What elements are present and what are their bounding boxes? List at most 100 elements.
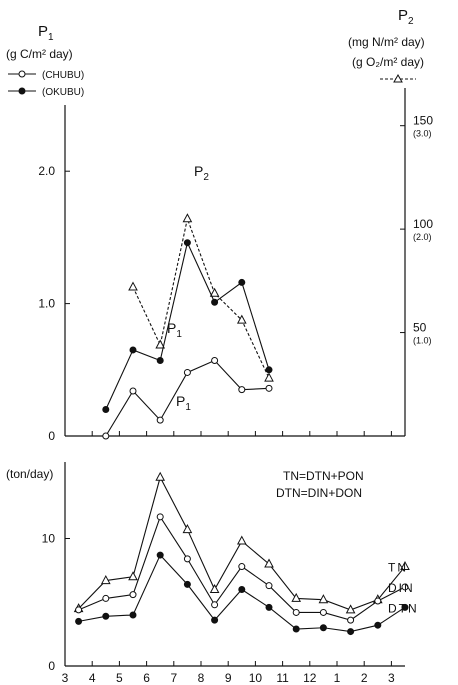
bottom-x-tick-label: 2 bbox=[361, 671, 368, 685]
bottom-x-tick-label: 11 bbox=[276, 671, 289, 685]
data-point bbox=[374, 621, 382, 629]
top-right-tick-label: 150 bbox=[413, 114, 433, 128]
data-point bbox=[265, 582, 273, 590]
series-line bbox=[132, 216, 270, 379]
series-tn: TN bbox=[73, 471, 410, 614]
data-point bbox=[156, 357, 164, 365]
data-point bbox=[211, 298, 219, 306]
data-point bbox=[102, 612, 110, 620]
top-panel-series: P2 P1 P1 bbox=[102, 163, 274, 440]
data-point bbox=[183, 580, 191, 588]
data-point bbox=[264, 558, 274, 568]
series-dtn: DTN bbox=[75, 551, 419, 636]
legend-item-chubu: (CHUBU) bbox=[8, 70, 84, 81]
data-point bbox=[374, 597, 382, 605]
data-point bbox=[211, 357, 219, 365]
data-point bbox=[209, 583, 220, 593]
data-point bbox=[238, 586, 246, 593]
data-point bbox=[238, 386, 246, 394]
top-left-tick-label: 1.0 bbox=[38, 297, 55, 311]
top-left-tick-label: 2.0 bbox=[38, 164, 55, 178]
data-point bbox=[238, 563, 246, 571]
data-point bbox=[129, 387, 137, 395]
data-point bbox=[129, 611, 137, 619]
series-label: P1 bbox=[167, 320, 182, 340]
data-point bbox=[155, 339, 166, 349]
data-point bbox=[209, 287, 220, 297]
data-point bbox=[292, 625, 300, 633]
bottom-x-tick-label: 7 bbox=[170, 671, 177, 685]
data-point bbox=[318, 594, 329, 604]
data-point bbox=[75, 617, 83, 625]
data-point bbox=[156, 416, 164, 424]
bottom-panel-series: TN DIN DTN bbox=[73, 471, 419, 636]
data-point bbox=[75, 606, 83, 614]
bottom-x-tick-label: 5 bbox=[116, 671, 123, 685]
series-label: P2 bbox=[194, 163, 209, 183]
series-p-: P2 bbox=[128, 163, 274, 382]
bottom-y-tick-label: 0 bbox=[48, 659, 55, 673]
right-axis-legend-marker bbox=[380, 73, 416, 83]
top-right-tick-sublabel: (2.0) bbox=[413, 232, 432, 242]
data-point bbox=[319, 624, 327, 632]
bottom-x-tick-label: 3 bbox=[62, 671, 69, 685]
data-point bbox=[156, 513, 164, 521]
bottom-x-tick-label: 4 bbox=[89, 671, 96, 685]
data-point bbox=[102, 406, 110, 414]
bottom-x-tick-label: 9 bbox=[225, 671, 232, 685]
bottom-x-tick-label: 8 bbox=[198, 671, 205, 685]
data-point bbox=[265, 603, 273, 611]
bottom-ylabel: (ton/day) bbox=[6, 467, 53, 481]
data-point bbox=[102, 432, 110, 440]
top-right-tick-sublabel: (1.0) bbox=[413, 336, 432, 346]
top-right-tick-label: 50 bbox=[413, 321, 427, 335]
right-axis-symbol: P2 bbox=[398, 7, 414, 27]
bottom-x-tick-label: 6 bbox=[143, 671, 150, 685]
data-point bbox=[129, 346, 137, 354]
data-point bbox=[345, 604, 356, 614]
series-label: DIN bbox=[388, 581, 415, 595]
series-label: TN bbox=[388, 561, 408, 575]
bottom-x-tick-label: 3 bbox=[388, 671, 395, 685]
right-axis-unit-2: (g O₂/m² day) bbox=[352, 55, 424, 69]
data-point bbox=[182, 524, 193, 534]
data-point bbox=[129, 591, 137, 599]
left-axis-unit: (g C/m² day) bbox=[6, 47, 73, 61]
series-label: P1 bbox=[176, 393, 191, 413]
top-right-tick-label: 100 bbox=[413, 217, 433, 231]
data-point bbox=[100, 575, 111, 585]
data-point bbox=[128, 281, 138, 291]
bottom-x-tick-label: 10 bbox=[249, 671, 263, 685]
data-point bbox=[156, 551, 164, 559]
annotation-dtn: DTN=DIN+DON bbox=[276, 486, 362, 500]
data-point bbox=[401, 603, 409, 611]
right-axis-unit-1: (mg N/m² day) bbox=[348, 35, 425, 49]
bottom-x-tick-label: 1 bbox=[334, 671, 341, 685]
data-point bbox=[102, 594, 110, 602]
series-label: DTN bbox=[388, 601, 419, 615]
data-point bbox=[236, 314, 247, 324]
data-point bbox=[182, 213, 193, 223]
data-point bbox=[211, 601, 219, 609]
annotation-tn: TN=DTN+PON bbox=[283, 469, 364, 483]
data-point bbox=[211, 616, 219, 624]
data-point bbox=[265, 384, 273, 392]
legend-label-chubu: (CHUBU) bbox=[42, 70, 84, 81]
data-point bbox=[236, 535, 247, 545]
legend-item-okubu: (OKUBU) bbox=[8, 87, 84, 98]
series-din: DIN bbox=[75, 513, 415, 624]
data-point bbox=[264, 372, 274, 382]
data-point bbox=[183, 239, 191, 247]
left-axis-symbol: P1 bbox=[38, 23, 54, 43]
data-point bbox=[347, 616, 355, 624]
series-p-chubu-: P1 bbox=[102, 357, 273, 440]
data-point bbox=[292, 608, 300, 616]
top-panel-axes: 0 1.0 2.0 50(1.0) 100(2.0) 150(3.0) bbox=[38, 88, 433, 443]
data-point bbox=[400, 560, 410, 571]
bottom-x-tick-label: 12 bbox=[303, 671, 317, 685]
data-point bbox=[128, 571, 138, 581]
data-point bbox=[265, 366, 273, 374]
data-point bbox=[183, 368, 191, 376]
